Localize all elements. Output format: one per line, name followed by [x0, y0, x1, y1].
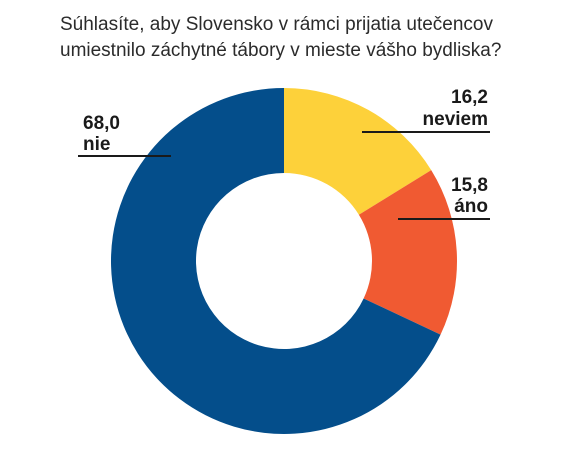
value-label-nie: 68,0 [83, 113, 120, 134]
category-label-neviem: neviem [423, 109, 488, 130]
slice-áno [358, 170, 457, 335]
value-label-neviem: 16,2 [451, 87, 488, 108]
chart-title: Súhlasíte, aby Slovensko v rámci prijati… [60, 12, 560, 64]
value-label-áno: 15,8 [451, 175, 488, 196]
slice-neviem [284, 88, 432, 215]
slice-nie [110, 88, 441, 434]
chart-title-line-1: Súhlasíte, aby Slovensko v rámci prijati… [60, 14, 493, 35]
donut-slices [110, 88, 457, 434]
category-label-nie: nie [83, 134, 110, 155]
category-label-áno: áno [454, 196, 488, 217]
chart-title-line-2: umiestnilo záchytné tábory v mieste vášh… [60, 40, 502, 61]
